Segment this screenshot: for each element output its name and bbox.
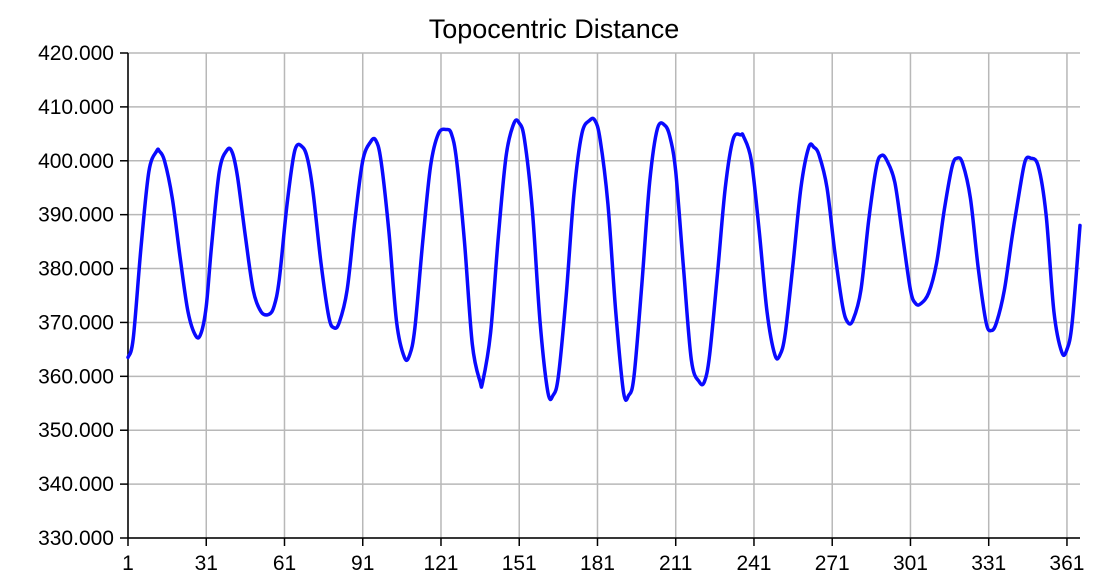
x-tick-label: 121 (423, 552, 458, 575)
series-layer (126, 116, 1082, 402)
y-tick-label: 410.000 (38, 96, 114, 119)
x-tick-label: 31 (195, 552, 218, 575)
y-tick-label: 390.000 (38, 204, 114, 227)
x-tick-label: 361 (1049, 552, 1084, 575)
x-tick-label: 151 (502, 552, 537, 575)
tick-labels: 330.000 340.000 350.000 360.000 370.000 380.0… (38, 42, 1084, 575)
x-tick-label: 331 (971, 552, 1006, 575)
y-tick-label: 360.000 (38, 365, 114, 388)
y-tick-label: 370.000 (38, 311, 114, 334)
x-tick-label: 301 (893, 552, 928, 575)
x-tick-label: 211 (659, 552, 692, 575)
chart-title: Topocentric Distance (429, 14, 680, 44)
x-tick-label: 241 (736, 552, 771, 575)
series-line (126, 116, 1082, 402)
x-tick-label: 271 (815, 552, 850, 575)
x-tick-label: 91 (351, 552, 374, 575)
axes (120, 52, 1080, 546)
y-tick-label: 330.000 (38, 527, 114, 550)
x-tick-label: 1 (122, 552, 134, 575)
x-tick-label: 61 (273, 552, 296, 575)
y-tick-label: 340.000 (38, 473, 114, 496)
x-tick-label: 181 (580, 552, 615, 575)
y-tick-label: 350.000 (38, 419, 114, 442)
y-tick-label: 380.000 (38, 258, 114, 281)
y-tick-label: 400.000 (38, 150, 114, 173)
y-tick-label: 420.000 (38, 42, 114, 65)
grid-lines (127, 52, 1080, 539)
